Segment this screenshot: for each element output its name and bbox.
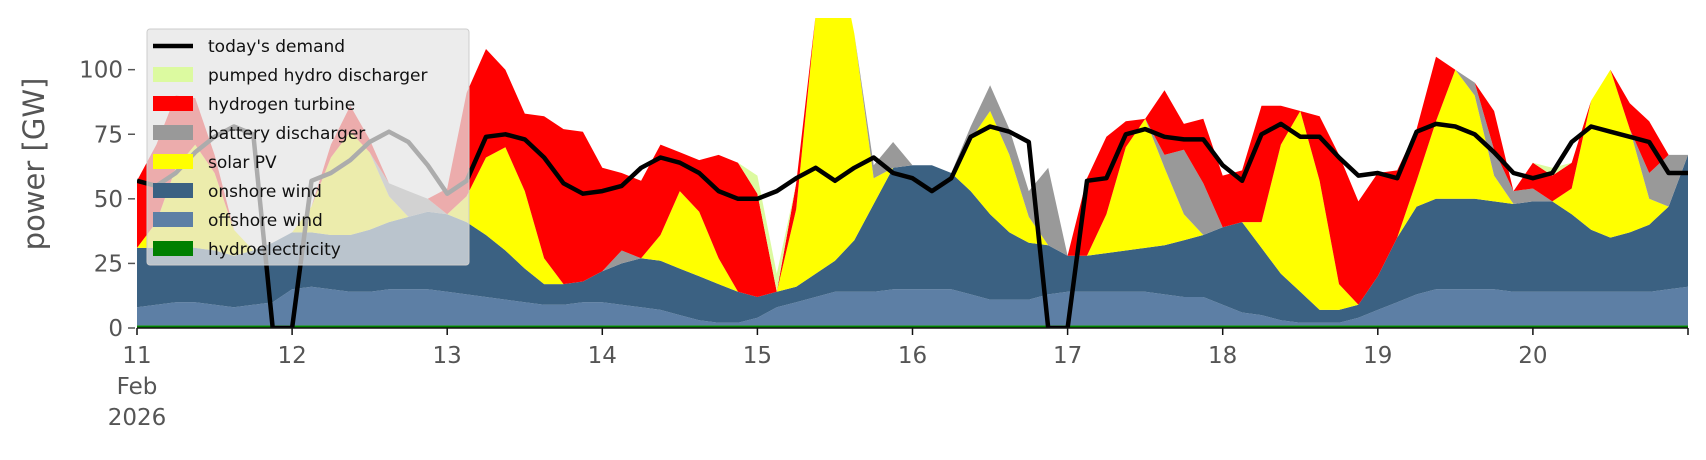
x-ticks: 11 Feb 2026 12 13 14 15 16 17 18 19 20 (108, 328, 1689, 431)
legend-background (146, 28, 470, 266)
legend-label-today-s-demand: today's demand (208, 37, 345, 57)
legend-label-offshore-wind: offshore wind (208, 211, 323, 231)
y-tick-label: 100 (79, 58, 123, 84)
legend: today's demand pumped hydro discharger hyd… (146, 28, 470, 266)
x-tick-label: 17 (1053, 343, 1082, 369)
legend-swatch-solar-pv (153, 154, 193, 169)
legend-label-hydrogen-turbine: hydrogen turbine (208, 95, 355, 115)
y-tick-label: 50 (94, 187, 123, 213)
y-ticks: 0 25 50 75 100 (79, 58, 135, 342)
x-tick-label: 11 (122, 343, 151, 369)
y-axis-label: power [GW] (17, 78, 51, 251)
legend-swatch-hydroelectricity (153, 241, 193, 256)
legend-label-solar-pv: solar PV (208, 153, 277, 173)
y-tick-label: 75 (94, 122, 123, 148)
legend-swatch-hydrogen-turbine (153, 96, 193, 111)
legend-swatch-onshore-wind (153, 183, 193, 198)
legend-swatch-pumped-hydro-discharger (153, 67, 193, 82)
y-tick-label: 0 (108, 316, 123, 342)
legend-swatch-offshore-wind (153, 212, 193, 227)
area-offshore-wind (137, 286, 1688, 326)
legend-swatch-battery-discharger (153, 125, 193, 140)
legend-label-pumped-hydro-discharger: pumped hydro discharger (208, 66, 427, 86)
axes: 11 Feb 2026 12 13 14 15 16 17 18 19 20 0 25 50 75 100 (79, 58, 1689, 431)
x-tick-label: 16 (898, 343, 927, 369)
x-tick-label: 19 (1363, 343, 1392, 369)
x-tick-label: 20 (1518, 343, 1547, 369)
area-solar-pv (137, 18, 1688, 310)
x-tick-year: 2026 (108, 405, 167, 431)
legend-label-battery-discharger: battery discharger (208, 124, 365, 144)
x-tick-label: 15 (743, 343, 772, 369)
y-tick-label: 25 (94, 251, 123, 277)
x-tick-label: 13 (433, 343, 462, 369)
x-tick-label: 14 (588, 343, 617, 369)
x-tick-label: 18 (1208, 343, 1237, 369)
x-tick-label: 12 (277, 343, 306, 369)
area-onshore-wind (137, 154, 1688, 323)
x-tick-month: Feb (117, 374, 158, 400)
legend-label-hydroelectricity: hydroelectricity (208, 240, 341, 260)
legend-label-onshore-wind: onshore wind (208, 182, 322, 202)
